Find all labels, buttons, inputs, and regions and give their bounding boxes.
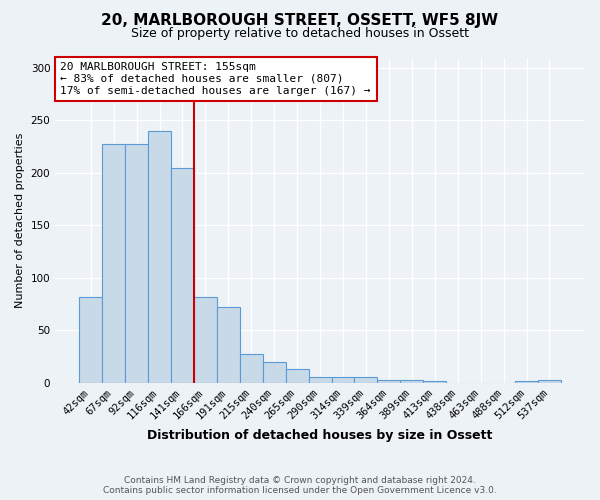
- Y-axis label: Number of detached properties: Number of detached properties: [15, 132, 25, 308]
- Bar: [102, 144, 125, 382]
- Bar: [194, 296, 217, 382]
- Bar: [400, 380, 423, 382]
- Bar: [377, 380, 400, 382]
- Bar: [125, 144, 148, 382]
- Bar: [515, 380, 538, 382]
- Text: Contains HM Land Registry data © Crown copyright and database right 2024.
Contai: Contains HM Land Registry data © Crown c…: [103, 476, 497, 495]
- Text: 20, MARLBOROUGH STREET, OSSETT, WF5 8JW: 20, MARLBOROUGH STREET, OSSETT, WF5 8JW: [101, 12, 499, 28]
- Bar: [79, 296, 102, 382]
- Text: 20 MARLBOROUGH STREET: 155sqm
← 83% of detached houses are smaller (807)
17% of : 20 MARLBOROUGH STREET: 155sqm ← 83% of d…: [61, 62, 371, 96]
- Bar: [308, 378, 332, 382]
- Bar: [423, 380, 446, 382]
- Bar: [332, 378, 355, 382]
- Text: Size of property relative to detached houses in Ossett: Size of property relative to detached ho…: [131, 28, 469, 40]
- Bar: [217, 307, 240, 382]
- Bar: [171, 168, 194, 382]
- Bar: [240, 354, 263, 382]
- Bar: [148, 131, 171, 382]
- Bar: [355, 378, 377, 382]
- Bar: [263, 362, 286, 382]
- Bar: [538, 380, 561, 382]
- X-axis label: Distribution of detached houses by size in Ossett: Distribution of detached houses by size …: [148, 430, 493, 442]
- Bar: [286, 369, 308, 382]
